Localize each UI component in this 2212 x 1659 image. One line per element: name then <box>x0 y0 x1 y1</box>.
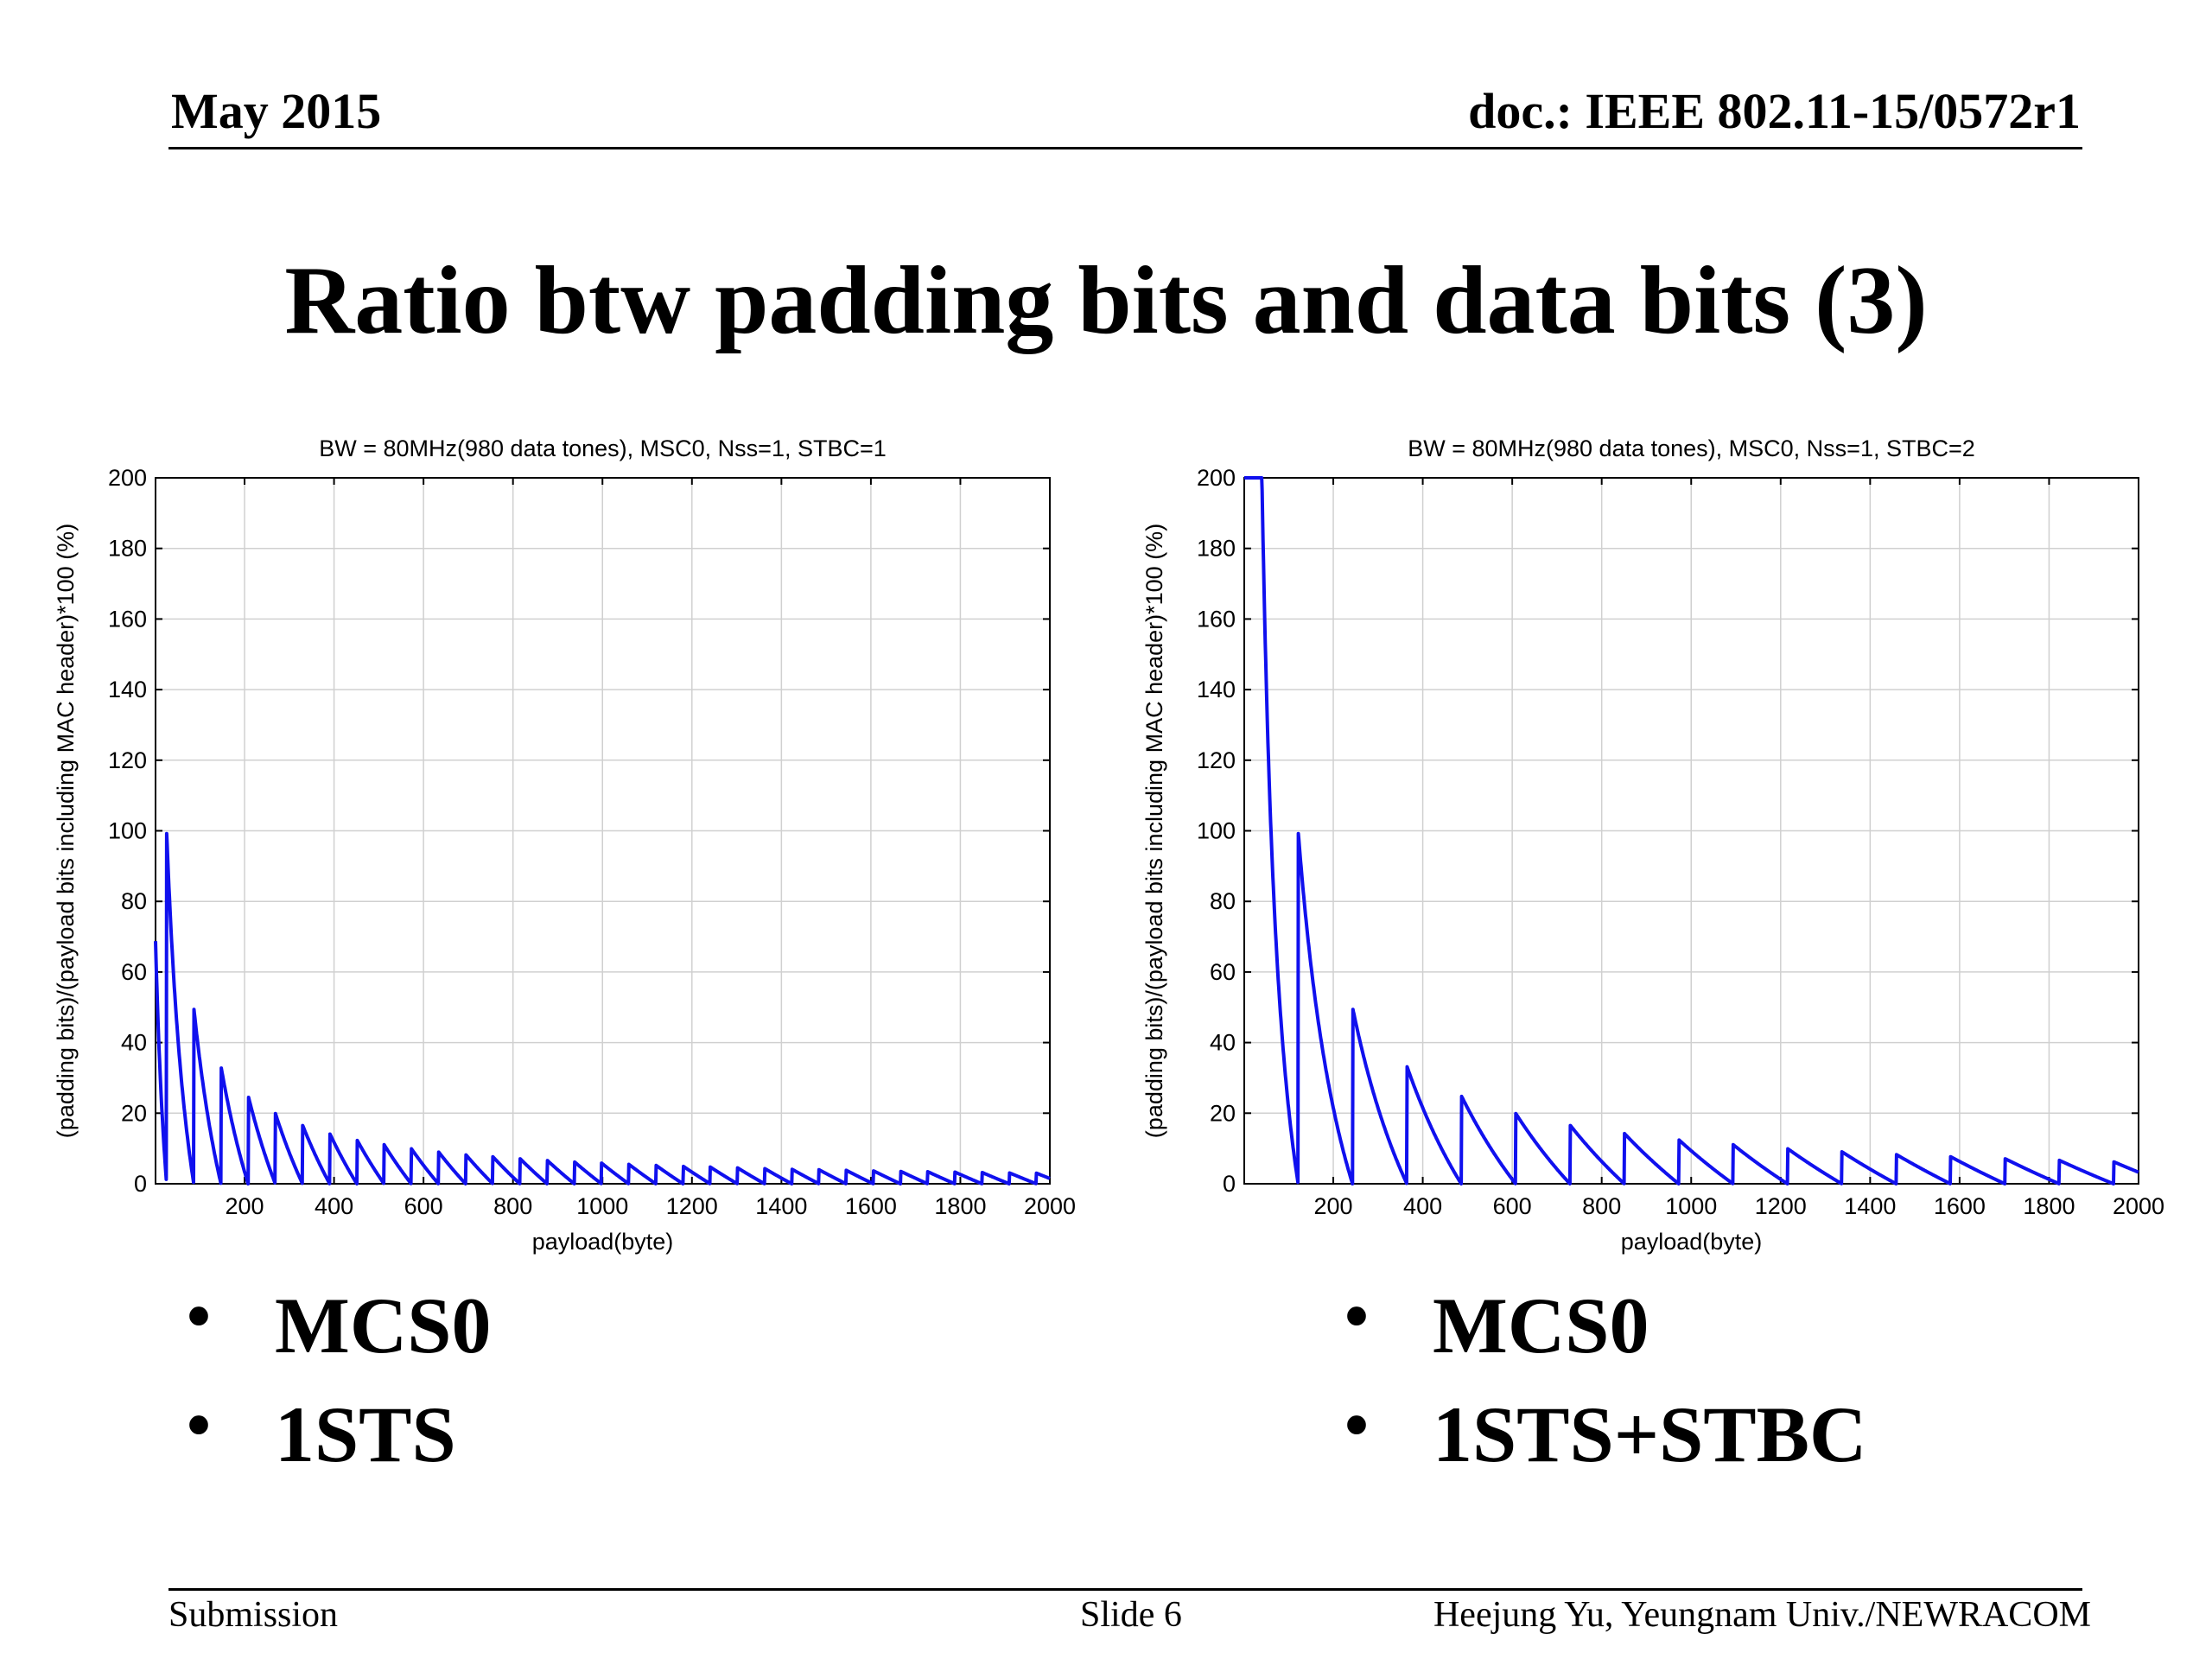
chart-stbc2: 200 400 600 800 1000 1200 1400 1600 1800 2000 0 20 4… <box>1123 423 2177 1270</box>
y-tick-label: 120 <box>1197 747 1236 773</box>
header-doc-id: doc.: IEEE 802.11-15/0572r1 <box>1468 83 2081 139</box>
y-tick-label: 80 <box>1210 888 1236 914</box>
header-date: May 2015 <box>171 83 382 139</box>
y-axis-label: (padding bits)/(payload bits including M… <box>1141 524 1167 1138</box>
bullet-item: • 1STS <box>166 1391 491 1503</box>
bullet-text: 1STS+STBC <box>1433 1390 1867 1478</box>
x-tick-label: 400 <box>315 1193 353 1219</box>
x-axis-label: payload(byte) <box>1621 1229 1763 1255</box>
y-tick-label: 180 <box>1197 536 1236 562</box>
y-tick-label: 180 <box>108 536 147 562</box>
y-tick-label: 80 <box>121 888 147 914</box>
x-tick-label: 1400 <box>755 1193 807 1219</box>
data-series-line <box>1243 476 2140 1185</box>
x-tick-label: 1800 <box>2023 1193 2075 1219</box>
x-tick-label: 600 <box>1493 1193 1532 1219</box>
x-tick-label: 2000 <box>2113 1193 2164 1219</box>
x-tick-label: 1400 <box>1844 1193 1896 1219</box>
y-tick-label: 0 <box>134 1171 147 1197</box>
bullet-dot: • <box>1344 1279 1370 1355</box>
bullet-dot: • <box>187 1388 212 1464</box>
x-tick-label: 1000 <box>1665 1193 1717 1219</box>
header-rule <box>168 147 2082 149</box>
x-tick-label: 1000 <box>576 1193 628 1219</box>
x-tick-label: 400 <box>1403 1193 1442 1219</box>
bullet-text: MCS0 <box>1433 1281 1649 1370</box>
y-tick-label: 200 <box>108 465 147 491</box>
y-tick-label: 160 <box>108 606 147 632</box>
bullet-item: • MCS0 <box>1324 1282 1866 1395</box>
x-tick-label: 800 <box>493 1193 532 1219</box>
bullet-list-right: • MCS0 • 1STS+STBC <box>1324 1282 1866 1503</box>
footer-slide-number: Slide 6 <box>1080 1595 1182 1635</box>
bullet-item: • MCS0 <box>166 1282 491 1395</box>
y-tick-label: 40 <box>1210 1030 1236 1056</box>
y-axis-label: (padding bits)/(payload bits including M… <box>53 524 79 1138</box>
data-series-line <box>154 831 1052 1185</box>
y-tick-label: 140 <box>1197 677 1236 702</box>
y-tick-label: 140 <box>108 677 147 702</box>
y-tick-label: 100 <box>1197 818 1236 844</box>
x-tick-label: 1200 <box>1755 1193 1807 1219</box>
x-tick-label: 1600 <box>845 1193 897 1219</box>
chart-title: BW = 80MHz(980 data tones), MSC0, Nss=1,… <box>1408 435 1975 461</box>
footer-submission: Submission <box>168 1595 339 1635</box>
x-tick-label: 200 <box>226 1193 264 1219</box>
chart-svg: 200 400 600 800 1000 1200 1400 1600 1800 2000 0 20 4… <box>1141 435 2164 1255</box>
chart-stbc1: 200 400 600 800 1000 1200 1400 1600 1800 2000 0 20 4… <box>35 423 1089 1270</box>
y-tick-label: 0 <box>1223 1171 1236 1197</box>
chart-title: BW = 80MHz(980 data tones), MSC0, Nss=1,… <box>319 435 887 461</box>
y-tick-label: 60 <box>121 959 147 985</box>
chart-svg: 200 400 600 800 1000 1200 1400 1600 1800 2000 0 20 4… <box>53 435 1076 1255</box>
x-tick-label: 2000 <box>1024 1193 1076 1219</box>
y-tick-label: 40 <box>121 1030 147 1056</box>
y-tick-label: 20 <box>121 1100 147 1126</box>
x-axis-label: payload(byte) <box>532 1229 674 1255</box>
bullet-list-left: • MCS0 • 1STS <box>166 1282 491 1503</box>
footer-authors: Heejung Yu, Yeungnam Univ./NEWRACOM <box>1433 1595 2091 1635</box>
y-tick-label: 100 <box>108 818 147 844</box>
y-tick-label: 120 <box>108 747 147 773</box>
footer-rule <box>168 1588 2082 1591</box>
slide-title: Ratio btw padding bits and data bits (3) <box>284 247 1928 354</box>
x-tick-label: 1200 <box>666 1193 718 1219</box>
y-tick-label: 200 <box>1197 465 1236 491</box>
y-tick-label: 160 <box>1197 606 1236 632</box>
x-tick-label: 200 <box>1314 1193 1353 1219</box>
bullet-text: 1STS <box>275 1390 456 1478</box>
x-tick-label: 600 <box>404 1193 443 1219</box>
y-tick-label: 60 <box>1210 959 1236 985</box>
bullet-text: MCS0 <box>275 1281 492 1370</box>
y-tick-label: 20 <box>1210 1100 1236 1126</box>
bullet-dot: • <box>1344 1388 1370 1464</box>
bullet-dot: • <box>187 1279 212 1355</box>
x-tick-label: 1600 <box>1934 1193 1986 1219</box>
x-tick-label: 1800 <box>934 1193 986 1219</box>
bullet-item: • 1STS+STBC <box>1324 1391 1866 1503</box>
x-tick-label: 800 <box>1582 1193 1621 1219</box>
